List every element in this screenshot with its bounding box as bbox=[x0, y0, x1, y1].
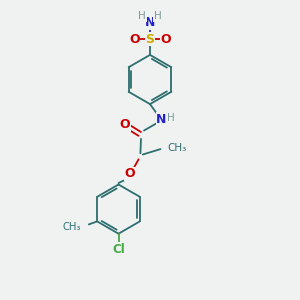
Text: O: O bbox=[129, 33, 140, 46]
Text: S: S bbox=[146, 33, 154, 46]
Text: N: N bbox=[156, 112, 167, 126]
Text: O: O bbox=[120, 118, 130, 131]
Text: H: H bbox=[154, 11, 162, 21]
Text: H: H bbox=[138, 11, 146, 21]
Text: CH₃: CH₃ bbox=[167, 143, 187, 153]
Text: CH₃: CH₃ bbox=[63, 222, 81, 233]
Text: N: N bbox=[145, 16, 155, 29]
Text: O: O bbox=[124, 167, 135, 180]
Text: H: H bbox=[167, 112, 174, 123]
Text: O: O bbox=[160, 33, 171, 46]
Text: Cl: Cl bbox=[112, 243, 125, 256]
